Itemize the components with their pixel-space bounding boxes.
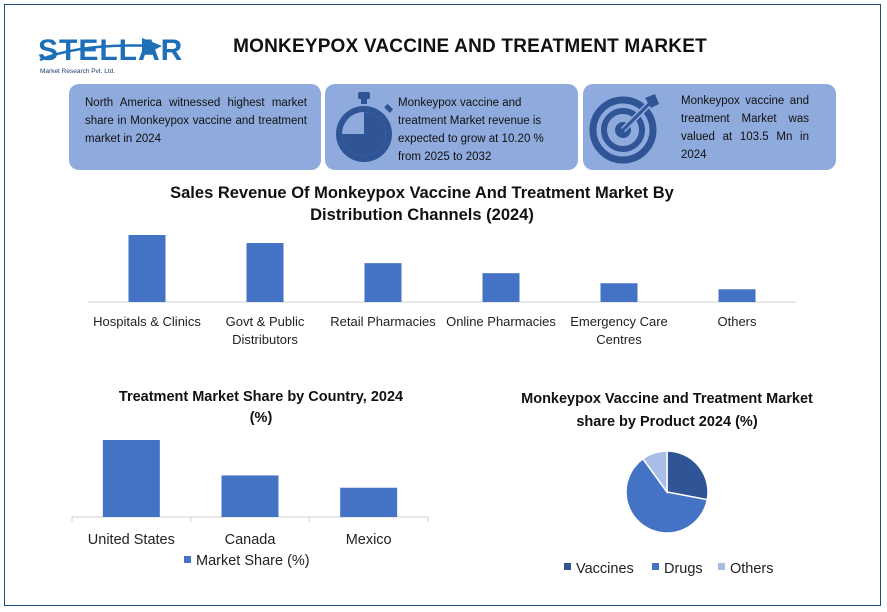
bar — [221, 475, 279, 517]
info-box-valuation: Monkeypox vaccine and treatment Market w… — [583, 84, 836, 170]
bar — [128, 235, 166, 302]
target-icon — [589, 94, 659, 164]
chart-title-line: share by Product 2024 (%) — [576, 414, 757, 430]
pie-slice — [625, 457, 709, 534]
x-tick-label: Centres — [596, 332, 642, 347]
info-box-growth: Monkeypox vaccine and treatment Market r… — [325, 84, 578, 170]
chart-title-line: (%) — [250, 410, 273, 426]
pie-slice — [666, 450, 709, 501]
bar — [600, 283, 638, 302]
distribution-channel-chart: Sales Revenue Of Monkeypox Vaccine And T… — [88, 184, 796, 347]
x-tick-label: Govt & Public — [226, 314, 305, 329]
infographic-frame — [4, 4, 881, 606]
chart-title-line: Treatment Market Share by Country, 2024 — [119, 389, 403, 405]
legend-label: Drugs — [664, 561, 703, 577]
bar — [102, 440, 160, 517]
bar — [364, 263, 402, 302]
chart-title-line: Distribution Channels (2024) — [310, 206, 534, 224]
legend-swatch — [652, 563, 659, 570]
legend-label: Others — [730, 561, 774, 577]
legend-swatch — [564, 563, 571, 570]
x-tick-label: Emergency Care — [570, 314, 668, 329]
logo-wordmark: STELLAR — [38, 34, 184, 67]
bar — [340, 487, 398, 517]
bar — [482, 273, 520, 302]
x-tick-label: Retail Pharmacies — [330, 314, 436, 329]
x-tick-label: Canada — [225, 532, 277, 548]
info-box-valuation-text: Monkeypox vaccine and treatment Market w… — [681, 95, 809, 161]
legend-swatch — [184, 556, 191, 563]
info-box-region-text: North America witnessed highest market s… — [85, 97, 307, 145]
x-tick-label: Online Pharmacies — [446, 314, 556, 329]
info-box-growth-text: Monkeypox vaccine and treatment Market r… — [398, 97, 544, 163]
pie-slice — [641, 450, 668, 495]
legend-swatch — [718, 563, 725, 570]
logo-subtitle: Market Research Pvt. Ltd. — [40, 68, 116, 75]
chart-title-line: Monkeypox Vaccine and Treatment Market — [521, 391, 813, 407]
legend-label: Market Share (%) — [196, 553, 310, 569]
x-tick-label: Distributors — [232, 332, 298, 347]
x-tick-label: Mexico — [346, 532, 392, 548]
stopwatch-icon — [336, 92, 393, 162]
country-share-chart: Treatment Market Share by Country, 2024 (… — [71, 389, 429, 569]
bar — [718, 289, 756, 302]
stellar-logo: STELLAR Market Research Pvt. Ltd. — [38, 34, 182, 84]
legend-label: Vaccines — [576, 561, 634, 577]
x-tick-label: United States — [88, 532, 175, 548]
bar — [246, 243, 284, 302]
x-tick-label: Others — [717, 314, 757, 329]
logo-swoosh-icon — [39, 38, 162, 62]
page-title: MONKEYPOX VACCINE AND TREATMENT MARKET — [233, 36, 707, 57]
chart-title-line: Sales Revenue Of Monkeypox Vaccine And T… — [170, 184, 675, 202]
product-share-pie-chart: Monkeypox Vaccine and Treatment Market sh… — [521, 391, 813, 577]
info-box-region: North America witnessed highest market s… — [69, 84, 321, 170]
x-tick-label: Hospitals & Clinics — [93, 314, 201, 329]
